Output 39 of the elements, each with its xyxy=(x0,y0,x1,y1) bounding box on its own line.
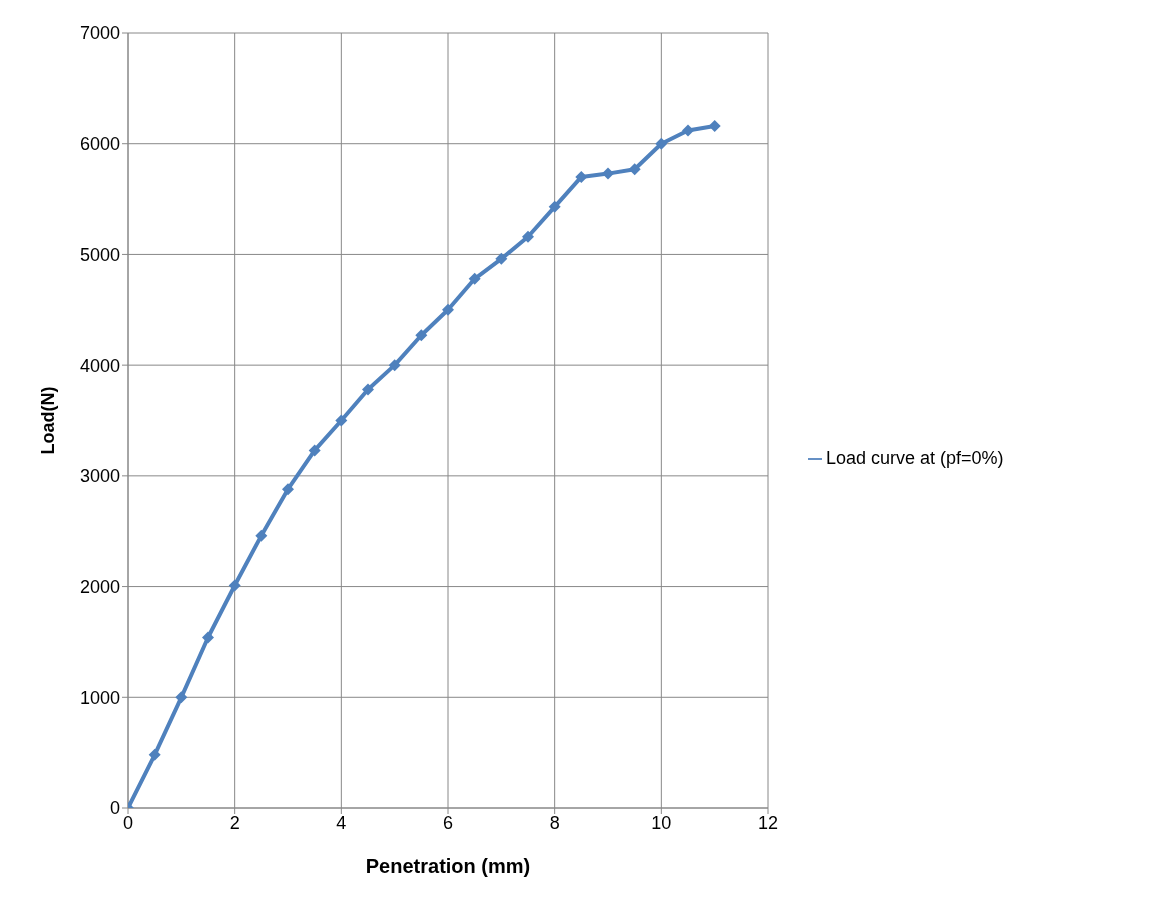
y-tick-label: 3000 xyxy=(79,466,120,487)
point xyxy=(388,359,401,372)
point xyxy=(335,414,348,427)
point xyxy=(628,163,641,176)
y-tick-label: 6000 xyxy=(79,134,120,155)
point xyxy=(468,272,481,285)
point xyxy=(442,303,454,316)
point xyxy=(602,167,614,180)
y-tick-label: 2000 xyxy=(79,576,120,597)
point xyxy=(522,230,534,243)
legend-label: Load curve at (pf=0%) xyxy=(826,447,1004,468)
x-tick-label: 6 xyxy=(442,812,454,833)
y-tick-label: 0 xyxy=(109,798,120,819)
point xyxy=(495,252,508,265)
point xyxy=(362,383,374,396)
point xyxy=(175,691,188,704)
point xyxy=(255,529,268,542)
point xyxy=(228,579,241,592)
x-tick-label: 8 xyxy=(549,812,560,833)
point xyxy=(682,124,694,137)
point xyxy=(548,200,561,213)
y-tick-label: 5000 xyxy=(79,244,120,265)
x-axis-title: Penetration (mm) xyxy=(365,855,531,877)
y-tick-label: 7000 xyxy=(79,23,120,44)
point xyxy=(655,137,668,150)
y-axis-title: Load(N) xyxy=(38,386,59,455)
point xyxy=(202,631,214,644)
y-tick-label: 1000 xyxy=(79,687,120,708)
x-tick-label: 2 xyxy=(229,812,240,833)
point xyxy=(282,483,294,496)
x-tick-label: 4 xyxy=(336,812,347,833)
point xyxy=(708,120,721,132)
point xyxy=(308,444,321,457)
x-tick-label: 12 xyxy=(757,812,779,833)
x-tick-label: 10 xyxy=(651,812,672,833)
point xyxy=(148,748,161,761)
x-tick-label: 0 xyxy=(122,812,134,833)
point xyxy=(415,329,428,342)
y-tick-label: 4000 xyxy=(79,355,120,376)
